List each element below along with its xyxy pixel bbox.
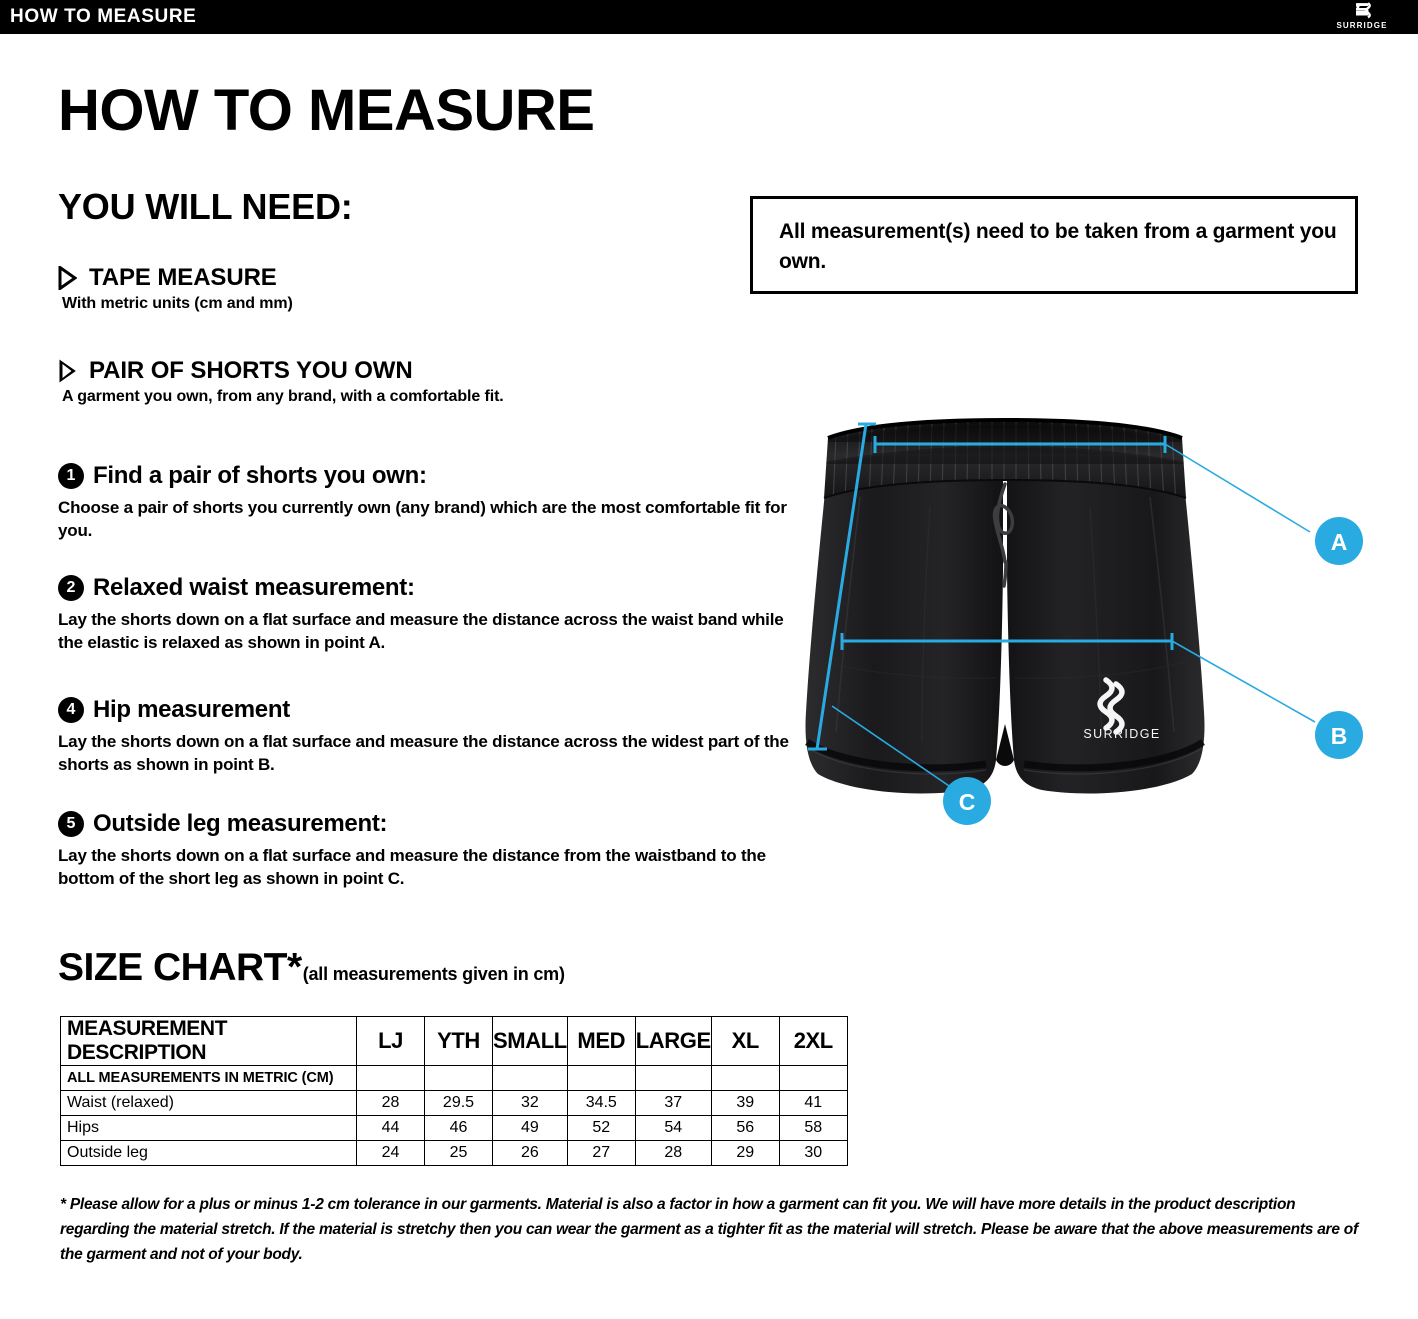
table-row: Hips 44 46 49 52 54 56 58 — [60, 1115, 848, 1141]
surridge-wordmark: SURRIDGE — [1336, 21, 1388, 30]
cell-value: 32 — [492, 1090, 568, 1116]
col-header-description: MEASUREMENT DESCRIPTION — [60, 1016, 357, 1066]
marker-c: C — [943, 777, 991, 825]
cell-value: 37 — [634, 1090, 712, 1116]
cell-value: 46 — [424, 1115, 493, 1141]
marker-b-label: B — [1331, 723, 1348, 749]
size-chart-heading: SIZE CHART* (all measurements given in c… — [58, 946, 565, 990]
metric-note-cell — [634, 1065, 712, 1091]
step-number-badge: 4 — [58, 697, 84, 723]
surridge-logo: SURRIDGE — [1322, 2, 1402, 33]
cell-value: 44 — [356, 1115, 425, 1141]
need-item-title: TAPE MEASURE — [89, 264, 277, 291]
size-chart-table: MEASUREMENT DESCRIPTION LJ YTH SMALL MED… — [60, 1016, 848, 1166]
top-header-bar: HOW TO MEASURE SURRIDGE — [0, 0, 1418, 34]
shorts-measurement-diagram: SURRIDGE — [800, 412, 1380, 832]
cell-value: 34.5 — [566, 1090, 636, 1116]
play-triangle-icon — [58, 266, 77, 290]
step-5: 5 Outside leg measurement: Lay the short… — [58, 810, 798, 890]
tolerance-footnote: * Please allow for a plus or minus 1-2 c… — [60, 1196, 1358, 1263]
col-header-large: LARGE — [634, 1016, 712, 1066]
need-item-title: PAIR OF SHORTS YOU OWN — [89, 357, 413, 384]
marker-a: A — [1315, 517, 1363, 565]
step-title: Relaxed waist measurement: — [93, 574, 415, 601]
row-label: Outside leg — [60, 1140, 357, 1166]
step-1: 1 Find a pair of shorts you own: Choose … — [58, 462, 798, 542]
cell-value: 41 — [778, 1090, 848, 1116]
marker-a-label: A — [1331, 529, 1348, 555]
need-item-tape-measure: TAPE MEASURE With metric units (cm and m… — [58, 264, 293, 313]
col-header-med: MED — [566, 1016, 636, 1066]
metric-note-cell — [424, 1065, 493, 1091]
marker-b: B — [1315, 711, 1363, 759]
measurement-lines — [808, 422, 1316, 791]
step-body: Lay the shorts down on a flat surface an… — [58, 610, 784, 652]
metric-note-label: ALL MEASUREMENTS IN METRIC (CM) — [60, 1065, 357, 1091]
step-body: Lay the shorts down on a flat surface an… — [58, 732, 789, 774]
garment-surridge-logo: SURRIDGE — [1083, 677, 1160, 741]
cell-value: 30 — [778, 1140, 848, 1166]
cell-value: 52 — [566, 1115, 636, 1141]
need-item-sub: A garment you own, from any brand, with … — [62, 388, 504, 405]
cell-value: 39 — [710, 1090, 780, 1116]
cell-value: 56 — [710, 1115, 780, 1141]
col-header-lj: LJ — [356, 1016, 425, 1066]
size-chart-subtitle: (all measurements given in cm) — [302, 964, 565, 984]
marker-c-label: C — [959, 789, 976, 815]
row-label: Hips — [60, 1115, 357, 1141]
step-title: Find a pair of shorts you own: — [93, 462, 427, 489]
step-body: Choose a pair of shorts you currently ow… — [58, 498, 787, 540]
svg-text:SURRIDGE: SURRIDGE — [1083, 727, 1160, 741]
table-row-metric-note: ALL MEASUREMENTS IN METRIC (CM) — [60, 1065, 848, 1091]
measurement-callout-box: All measurement(s) need to be taken from… — [750, 196, 1358, 294]
metric-note-cell — [778, 1065, 848, 1091]
measurement-callout-text: All measurement(s) need to be taken from… — [779, 220, 1337, 273]
cell-value: 58 — [778, 1115, 848, 1141]
size-chart-title: SIZE CHART* — [58, 946, 302, 989]
metric-note-cell — [710, 1065, 780, 1091]
step-body: Lay the shorts down on a flat surface an… — [58, 846, 766, 888]
need-item-pair-of-shorts: PAIR OF SHORTS YOU OWN A garment you own… — [58, 357, 504, 406]
cell-value: 28 — [634, 1140, 712, 1166]
table-row: Outside leg 24 25 26 27 28 29 30 — [60, 1140, 848, 1166]
step-2: 2 Relaxed waist measurement: Lay the sho… — [58, 574, 798, 654]
shorts-garment: SURRIDGE — [805, 417, 1205, 794]
step-number-badge: 2 — [58, 575, 84, 601]
cell-value: 26 — [492, 1140, 568, 1166]
play-triangle-icon — [58, 359, 77, 383]
cell-value: 29 — [710, 1140, 780, 1166]
step-title: Outside leg measurement: — [93, 810, 388, 837]
you-will-need-heading: YOU WILL NEED: — [58, 186, 353, 227]
step-number-badge: 5 — [58, 811, 84, 837]
surridge-s-mark-icon — [1352, 2, 1372, 22]
metric-note-cell — [492, 1065, 568, 1091]
metric-note-cell — [356, 1065, 425, 1091]
cell-value: 28 — [356, 1090, 425, 1116]
step-title: Hip measurement — [93, 696, 290, 723]
col-header-small: SMALL — [492, 1016, 568, 1066]
cell-value: 27 — [566, 1140, 636, 1166]
col-header-yth: YTH — [424, 1016, 493, 1066]
step-4: 4 Hip measurement Lay the shorts down on… — [58, 696, 798, 776]
cell-value: 29.5 — [424, 1090, 493, 1116]
metric-note-cell — [566, 1065, 636, 1091]
table-row: Waist (relaxed) 28 29.5 32 34.5 37 39 41 — [60, 1090, 848, 1116]
table-header-row: MEASUREMENT DESCRIPTION LJ YTH SMALL MED… — [60, 1016, 848, 1066]
cell-value: 54 — [634, 1115, 712, 1141]
cell-value: 25 — [424, 1140, 493, 1166]
cell-value: 24 — [356, 1140, 425, 1166]
cell-value: 49 — [492, 1115, 568, 1141]
col-header-xl: XL — [710, 1016, 780, 1066]
row-label: Waist (relaxed) — [60, 1090, 357, 1116]
need-item-sub: With metric units (cm and mm) — [62, 295, 293, 312]
header-tab-label: HOW TO MEASURE — [10, 6, 197, 27]
step-number-badge: 1 — [58, 463, 84, 489]
col-header-2xl: 2XL — [778, 1016, 848, 1066]
page-title: HOW TO MEASURE — [58, 78, 595, 143]
